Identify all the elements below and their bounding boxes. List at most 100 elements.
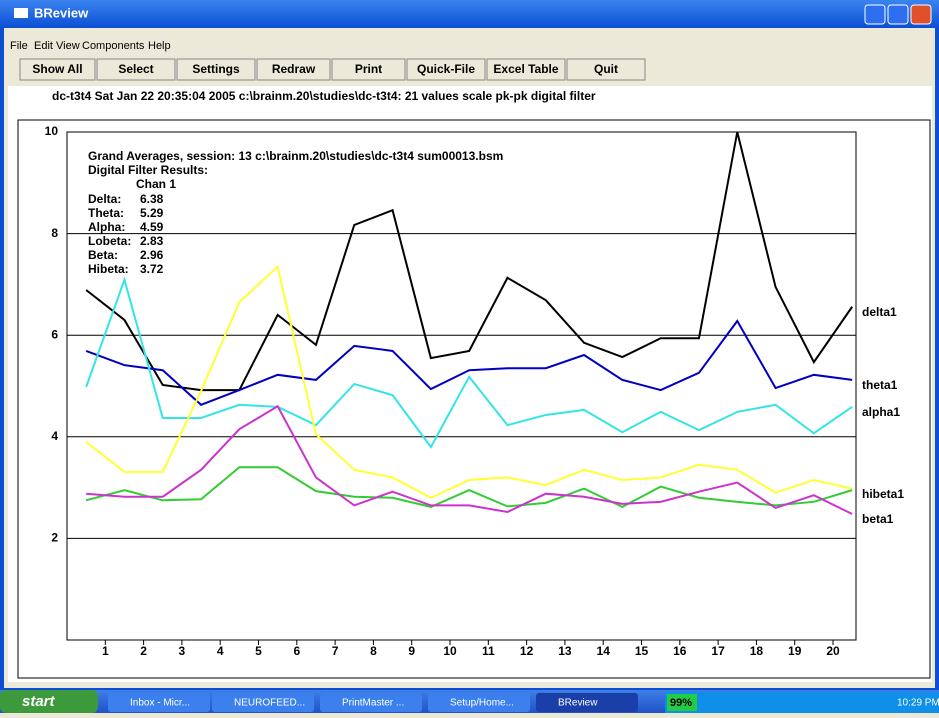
x-tick-label: 12 <box>520 644 534 658</box>
x-tick-label: 16 <box>673 644 687 658</box>
close-button[interactable] <box>910 4 932 25</box>
taskbar-item-label: NEUROFEED... <box>234 698 305 709</box>
window-title: BReview <box>34 5 89 20</box>
x-tick-label: 4 <box>217 644 224 658</box>
toolbar-button[interactable] <box>406 58 486 81</box>
menu-bar: File Edit View Components Help <box>10 40 171 52</box>
x-tick-label: 7 <box>332 644 339 658</box>
y-tick-label: 8 <box>51 226 58 240</box>
results-label: Theta: <box>88 206 124 220</box>
x-tick-label: 19 <box>788 644 802 658</box>
x-tick-label: 18 <box>750 644 764 658</box>
results-label: Alpha: <box>88 220 125 234</box>
results-value: 5.29 <box>140 206 164 220</box>
x-tick-label: 14 <box>597 644 611 658</box>
x-tick-label: 10 <box>443 644 457 658</box>
start-button[interactable] <box>0 690 98 713</box>
y-tick-label: 4 <box>51 429 58 443</box>
results-label: Delta: <box>88 192 121 206</box>
toolbar-button-label: Show All <box>32 62 82 76</box>
series-line <box>85 466 853 509</box>
results-subheading: Digital Filter Results: <box>88 163 208 177</box>
menu-item[interactable]: Edit <box>34 40 53 52</box>
results-value: 2.83 <box>140 234 164 248</box>
taskbar-item[interactable] <box>536 693 638 712</box>
taskbar-item[interactable] <box>212 693 314 712</box>
x-tick-label: 6 <box>293 644 300 658</box>
results-value: 2.96 <box>140 248 164 262</box>
start-label: start <box>22 693 56 710</box>
x-tick-label: 2 <box>140 644 147 658</box>
x-tick-label: 17 <box>711 644 725 658</box>
taskbar-item-label: Inbox - Micr... <box>130 698 190 709</box>
taskbar-item-label: BReview <box>558 698 598 709</box>
toolbar-button[interactable] <box>19 58 96 81</box>
toolbar-button[interactable] <box>486 58 566 81</box>
menu-item[interactable]: File <box>10 40 28 52</box>
toolbar-button-label: Print <box>355 62 382 76</box>
series-label: alpha1 <box>862 405 900 419</box>
series-label: theta1 <box>862 378 898 392</box>
y-tick-label: 2 <box>51 531 58 545</box>
toolbar: Show All Select Settings Redraw Print Quick-F… <box>19 58 646 81</box>
series-label: hibeta1 <box>862 487 904 501</box>
menu-item[interactable]: Help <box>148 40 171 52</box>
system-tray <box>665 692 939 713</box>
series-line <box>85 319 853 406</box>
clock: 10:29 PM <box>897 698 939 709</box>
menu-item[interactable]: View <box>56 40 80 52</box>
x-tick-label: 15 <box>635 644 649 658</box>
x-tick-label: 3 <box>179 644 186 658</box>
results-heading: Grand Averages, session: 13 c:\brainm.20… <box>88 149 503 163</box>
x-tick-label: 1 <box>102 644 109 658</box>
title-bar <box>0 0 939 28</box>
series-line <box>86 404 853 515</box>
series-line <box>85 276 853 449</box>
results-block: Grand Averages, session: 13 c:\brainm.20… <box>88 149 503 276</box>
series-label: delta1 <box>862 305 897 319</box>
taskbar-item[interactable] <box>320 693 422 712</box>
results-label: Lobeta: <box>88 234 131 248</box>
toolbar-button[interactable] <box>331 58 406 81</box>
toolbar-button-label: Select <box>118 62 153 76</box>
y-tick-label: 10 <box>45 124 59 138</box>
toolbar-button-label: Quit <box>594 62 618 76</box>
x-tick-label: 20 <box>826 644 840 658</box>
series-line <box>85 264 853 499</box>
x-tick-label: 11 <box>482 644 495 658</box>
results-channel: Chan 1 <box>136 177 176 191</box>
series-line <box>85 131 853 392</box>
taskbar-item[interactable] <box>428 693 530 712</box>
toolbar-button[interactable] <box>96 58 176 81</box>
menu-item[interactable]: Components <box>82 40 145 52</box>
results-value: 3.72 <box>140 262 164 276</box>
chart-frame <box>17 119 931 679</box>
toolbar-button[interactable] <box>566 58 646 81</box>
toolbar-button[interactable] <box>176 58 256 81</box>
battery-label: 99% <box>670 697 692 709</box>
results-value: 6.38 <box>140 192 164 206</box>
y-tick-label: 6 <box>51 327 58 341</box>
taskbar-items: Inbox - Micr... NEUROFEED... PrintMaster .… <box>108 693 638 712</box>
x-tick-label: 13 <box>558 644 572 658</box>
taskbar-item-label: Setup/Home... <box>450 698 514 709</box>
x-tick-label: 5 <box>255 644 262 658</box>
minimize-button[interactable] <box>864 4 886 25</box>
battery-indicator <box>667 694 697 711</box>
taskbar-item-label: PrintMaster ... <box>342 698 404 709</box>
results-value: 4.59 <box>140 220 164 234</box>
series-label: beta1 <box>862 512 894 526</box>
toolbar-button[interactable] <box>256 58 331 81</box>
toolbar-button-label: Redraw <box>272 62 316 76</box>
x-tick-label: 9 <box>408 644 415 658</box>
x-tick-label: 8 <box>370 644 377 658</box>
toolbar-button-label: Settings <box>192 62 240 76</box>
results-label: Beta: <box>88 248 118 262</box>
info-line: dc-t3t4 Sat Jan 22 20:35:04 2005 c:\brai… <box>52 89 596 103</box>
maximize-button[interactable] <box>887 4 909 25</box>
results-label: Hibeta: <box>88 262 129 276</box>
toolbar-button-label: Excel Table <box>493 62 558 76</box>
app-icon <box>14 8 28 18</box>
taskbar-item[interactable] <box>108 693 210 712</box>
